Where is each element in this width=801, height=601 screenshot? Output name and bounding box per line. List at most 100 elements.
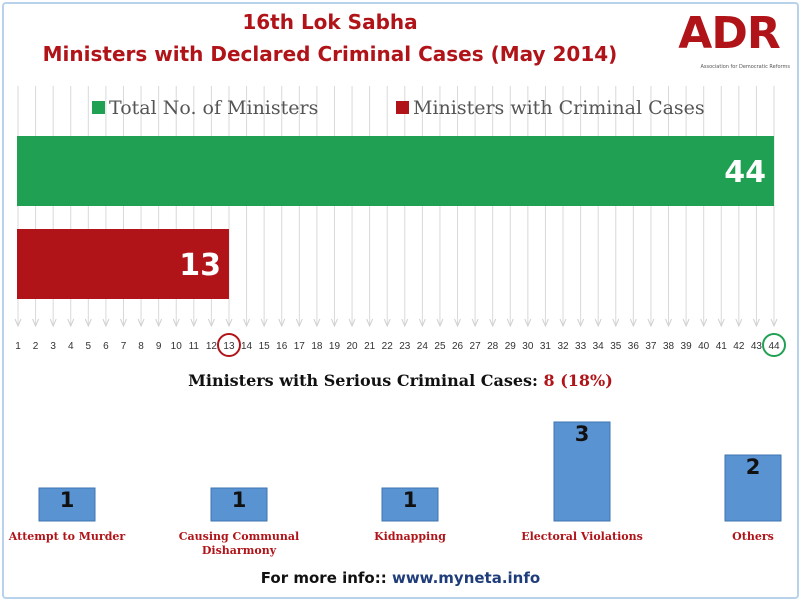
category-label: Attempt to Murder [8,530,126,543]
x-tick-label: 4 [68,341,74,352]
x-tick-label: 18 [311,341,323,352]
x-tick-label: 41 [716,341,728,352]
legend-swatch-criminal [396,101,409,114]
x-tick-label: 1 [15,341,21,352]
grid-arrow [401,318,409,328]
grid-arrow [243,318,251,328]
category-label: Causing Communal Disharmony [179,530,299,557]
grid-arrow [120,318,127,328]
x-tick-label: 26 [452,341,464,352]
grid-arrow [665,318,672,328]
grid-arrow [190,318,198,328]
x-tick-label: 29 [505,341,517,352]
page-subtitle: Ministers with Declared Criminal Cases (… [42,42,618,66]
x-tick-label: 10 [171,341,183,352]
x-tick-label: 31 [540,341,552,352]
grid-arrow [207,318,215,328]
x-tick-label: 3 [50,341,56,352]
serious-bar-data-label: 2 [746,455,761,479]
serious-bar-data-label: 1 [60,488,75,512]
x-tick-label: 36 [628,341,640,352]
logo-tagline: Association for Democratic Reforms [700,64,790,70]
grid-arrow [577,318,585,328]
grid-arrow [436,318,444,328]
x-tick-label: 2 [33,341,39,352]
adr-logo: ADR Association for Democratic Reforms [668,8,790,74]
x-tick-label: 19 [329,341,341,352]
x-tick-label: 39 [681,341,693,352]
x-tick-label: 35 [610,341,622,352]
serious-cases-bar-chart: 1 1 1 3 2 Attempt to Murder Causing Communal Di… [8,421,782,557]
grid-arrow [594,318,602,328]
x-tick-label: 20 [346,341,358,352]
serious-cases-heading-label: Ministers with Serious Criminal Cases: [188,371,544,390]
serious-cases-count: 8 (18%) [543,371,613,390]
grid-arrow [471,318,479,328]
x-tick-label: 42 [733,341,745,352]
x-tick-label: 14 [241,341,253,352]
grid-arrow [752,318,760,328]
x-tick-label: 34 [593,341,605,352]
grid-arrow [735,318,743,328]
grid-arrow [770,318,778,328]
serious-bar-data-label: 3 [575,422,590,446]
x-tick-label: 37 [645,341,657,352]
x-tick-label: 33 [575,341,587,352]
x-tick-label: 7 [121,341,127,352]
grid-arrow [155,318,163,328]
x-tick-label: 24 [417,341,429,352]
grid-arrow [559,318,567,328]
grid-arrow [682,318,690,328]
grid-arrow [348,318,356,328]
grid-arrow [647,318,655,328]
grid-arrow [278,318,286,328]
grid-arrow [67,318,75,328]
x-tick-label: 43 [751,341,763,352]
grid-arrow [32,318,40,328]
x-tick-label: 25 [434,341,446,352]
page-title: 16th Lok Sabha [242,10,418,34]
grid-arrow [172,318,180,328]
x-tick-label: 13 [223,341,235,352]
grid-arrow [102,318,110,328]
footer-prefix: For more info:: [260,569,392,587]
category-label: Electoral Violations [521,530,643,543]
x-tick-label: 30 [522,341,534,352]
serious-bar [381,487,439,522]
grid-arrow [366,318,374,328]
category-label: Others [732,530,774,543]
x-tick-label: 17 [294,341,306,352]
x-tick-label: 22 [382,341,394,352]
grid-arrow [524,318,532,328]
grid-arrow [489,318,497,328]
grid-arrow [14,318,22,328]
bar-data-label: 44 [724,155,766,190]
serious-bar [38,487,96,522]
serious-bar [724,454,782,522]
x-tick-label: 6 [103,341,109,352]
serious-bar [553,421,611,522]
x-tick-label: 40 [698,341,710,352]
legend-label-total: Total No. of Ministers [109,97,319,119]
grid-arrow [418,318,426,328]
bar-data-label: 13 [179,248,221,283]
serious-bar-data-label: 1 [403,488,418,512]
x-tick-label: 8 [138,341,144,352]
grid-arrow [137,318,145,328]
serious-cases-heading: Ministers with Serious Criminal Cases: 8… [0,371,801,390]
grid-arrow [49,318,57,328]
x-tick-label: 16 [276,341,288,352]
footer-url-link[interactable]: www.myneta.info [391,569,541,587]
x-tick-label: 38 [663,341,675,352]
legend-swatch-total [92,101,105,114]
logo-text: ADR [678,8,780,59]
x-tick-label: 5 [86,341,92,352]
category-label: Kidnapping [374,530,446,543]
x-tick-label: 21 [364,341,376,352]
grid-arrow [383,318,391,328]
footer-info: For more info:: www.myneta.info [0,569,801,587]
bar-total [17,136,774,206]
grid-arrow [700,318,708,328]
